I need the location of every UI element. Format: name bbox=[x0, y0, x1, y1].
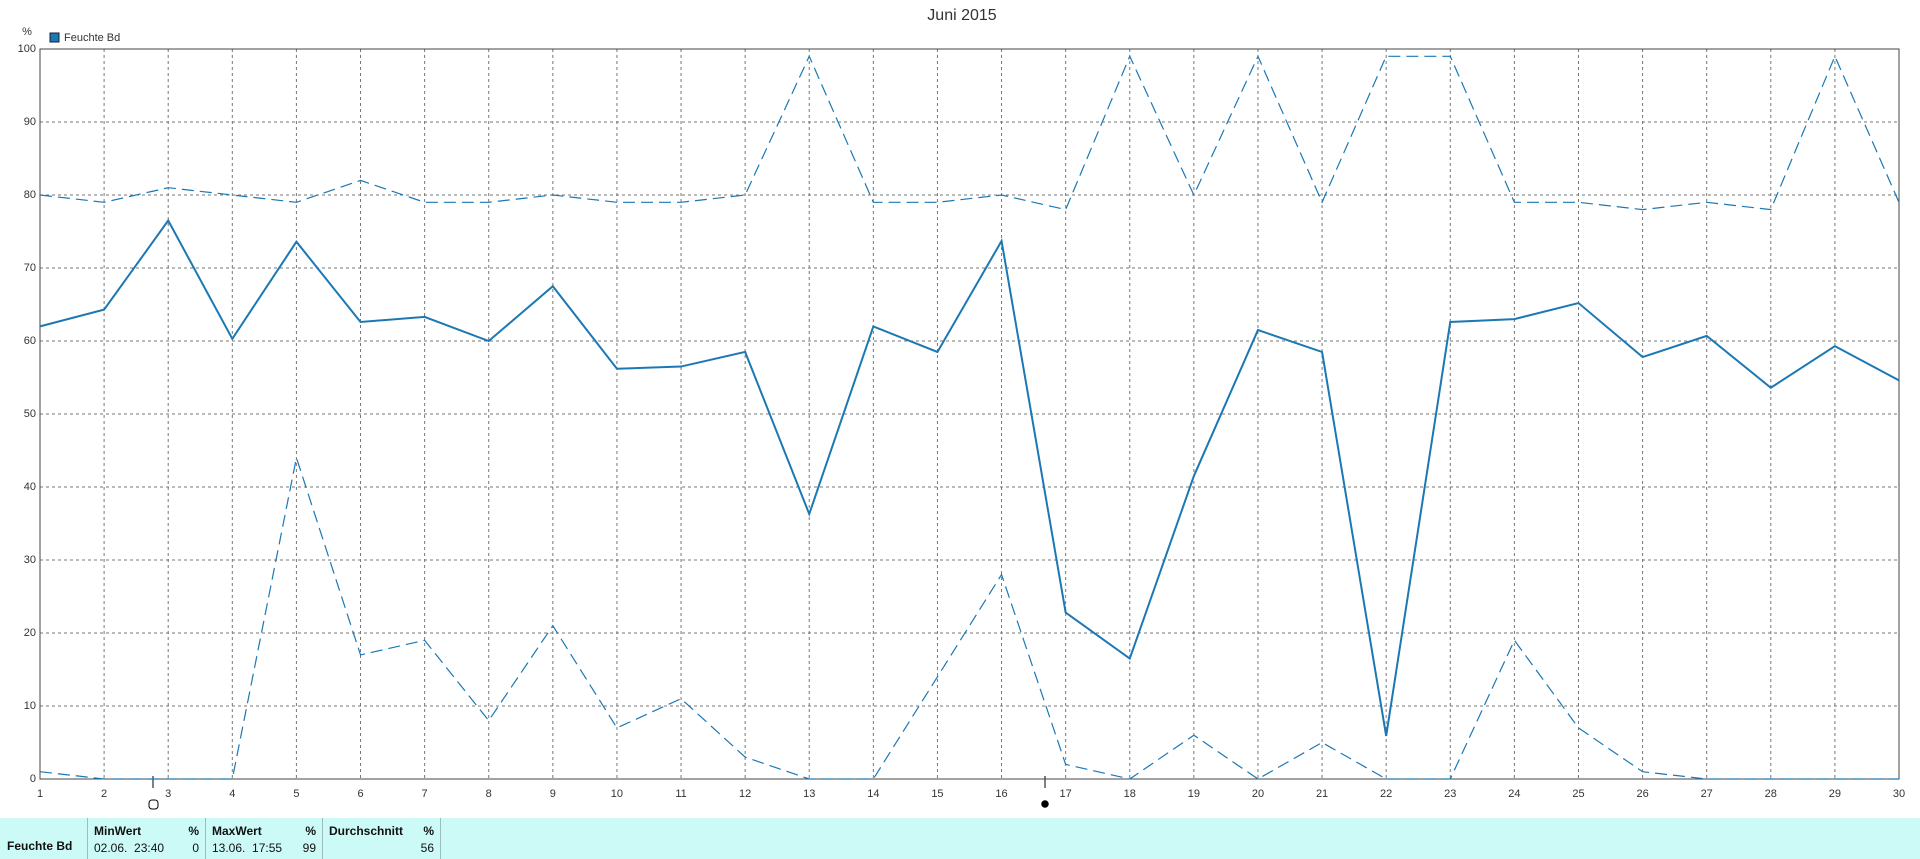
data-line bbox=[39, 218, 1900, 737]
y-tick-label: 40 bbox=[24, 481, 36, 493]
x-tick-label: 23 bbox=[1444, 788, 1456, 800]
x-tick-label: 21 bbox=[1316, 788, 1328, 800]
x-tick-label: 19 bbox=[1188, 788, 1200, 800]
column-value: 56 bbox=[420, 841, 434, 855]
summary-table: Feuchte Bd MinWert% 02.06. 23:40 0 MaxWert%… bbox=[0, 818, 1920, 859]
x-tick-label: 3 bbox=[165, 788, 171, 800]
x-tick-label: 10 bbox=[611, 788, 623, 800]
column-header: MinWert bbox=[94, 824, 142, 838]
x-tick-label: 15 bbox=[931, 788, 943, 800]
column-time: 13.06. 17:55 bbox=[212, 841, 283, 855]
cursor-marker bbox=[1039, 798, 1051, 810]
x-tick-label: 12 bbox=[739, 788, 751, 800]
y-tick-label: 100 bbox=[18, 43, 36, 55]
y-tick-label: 30 bbox=[24, 554, 36, 566]
x-tick-label: 7 bbox=[422, 788, 428, 800]
y-tick-label: 80 bbox=[24, 189, 36, 201]
column-value: 0 bbox=[192, 841, 199, 855]
x-tick-label: 25 bbox=[1572, 788, 1584, 800]
column-header: Durchschnitt bbox=[329, 824, 404, 838]
column-unit: % bbox=[188, 824, 199, 838]
x-tick-label: 24 bbox=[1508, 788, 1520, 800]
x-tick-label: 22 bbox=[1380, 788, 1392, 800]
column-header: MaxWert bbox=[212, 824, 262, 838]
row-label-cell: Feuchte Bd bbox=[0, 818, 88, 859]
x-tick-label: 30 bbox=[1893, 788, 1905, 800]
x-tick-label: 29 bbox=[1829, 788, 1841, 800]
x-tick-label: 1 bbox=[37, 788, 43, 800]
plot-frame bbox=[39, 48, 1900, 780]
x-tick-label: 9 bbox=[550, 788, 556, 800]
y-tick-label: 20 bbox=[24, 627, 36, 639]
x-tick-label: 6 bbox=[357, 788, 363, 800]
column-unit: % bbox=[305, 824, 316, 838]
y-tick-label: 70 bbox=[24, 262, 36, 274]
x-tick-label: 20 bbox=[1252, 788, 1264, 800]
y-tick-label: 90 bbox=[24, 116, 36, 128]
y-unit: % bbox=[22, 26, 32, 38]
x-tick-label: 18 bbox=[1124, 788, 1136, 800]
x-tick-label: 14 bbox=[867, 788, 879, 800]
y-tick-label: 60 bbox=[24, 335, 36, 347]
chart-title: Juni 2015 bbox=[927, 7, 996, 24]
x-tick-label: 13 bbox=[803, 788, 815, 800]
x-tick-label: 28 bbox=[1765, 788, 1777, 800]
row-label: Feuchte Bd bbox=[7, 839, 73, 853]
x-tick-label: 16 bbox=[995, 788, 1007, 800]
y-tick-label: 10 bbox=[24, 700, 36, 712]
y-tick-label: 50 bbox=[24, 408, 36, 420]
range-marker bbox=[148, 799, 159, 810]
summary-cell: MaxWert% 13.06. 17:55 99 bbox=[206, 818, 323, 859]
x-tick-label: 4 bbox=[229, 788, 235, 800]
column-unit: % bbox=[423, 824, 434, 838]
y-tick-label: 0 bbox=[30, 773, 36, 785]
chart: Juni 2015 % Feuchte Bd 0 10 20 30 40 50 60 70 80… bbox=[18, 7, 1905, 810]
column-value: 99 bbox=[302, 841, 316, 855]
summary-cell: Durchschnitt% 56 bbox=[323, 818, 441, 859]
summary-cell: MinWert% 02.06. 23:40 0 bbox=[88, 818, 206, 859]
x-tick-label: 17 bbox=[1060, 788, 1072, 800]
range-line bbox=[39, 455, 1899, 780]
x-tick-label: 26 bbox=[1636, 788, 1648, 800]
legend-swatch bbox=[49, 32, 60, 43]
x-tick-label: 27 bbox=[1701, 788, 1713, 800]
legend-label: Feuchte Bd bbox=[64, 32, 120, 44]
range-line bbox=[39, 54, 1900, 211]
x-tick-label: 2 bbox=[101, 788, 107, 800]
x-tick-label: 5 bbox=[293, 788, 299, 800]
x-tick-label: 8 bbox=[486, 788, 492, 800]
x-tick-label: 11 bbox=[675, 788, 686, 800]
column-time: 02.06. 23:40 bbox=[94, 841, 165, 855]
